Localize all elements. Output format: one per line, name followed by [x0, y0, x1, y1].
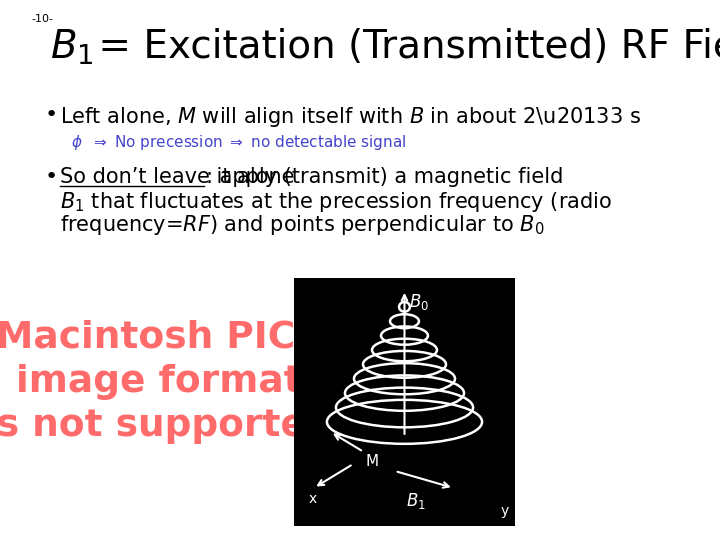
Text: y: y	[501, 504, 509, 518]
Text: $\mathit{B}_{1}$ that fluctuates at the precession frequency (radio: $\mathit{B}_{1}$ that fluctuates at the …	[60, 190, 612, 214]
Text: is not supported: is not supported	[0, 408, 333, 444]
Text: = Excitation (Transmitted) RF Field: = Excitation (Transmitted) RF Field	[86, 28, 720, 66]
Text: Macintosh PICT: Macintosh PICT	[0, 320, 321, 356]
Text: M: M	[365, 454, 378, 469]
Text: image format: image format	[16, 364, 302, 400]
Text: Left alone, $\mathit{M}$ will align itself with $\mathit{B}$ in about 2\u20133 s: Left alone, $\mathit{M}$ will align itse…	[60, 105, 642, 129]
Text: x: x	[308, 492, 317, 506]
Text: •: •	[45, 105, 58, 125]
Text: So don’t leave it alone: So don’t leave it alone	[60, 167, 294, 187]
Text: : apply (transmit) a magnetic field: : apply (transmit) a magnetic field	[206, 167, 563, 187]
Text: $B_1$: $B_1$	[405, 491, 426, 511]
Text: frequency=$\mathit{RF}$) and points perpendicular to $\mathit{B}_{0}$: frequency=$\mathit{RF}$) and points perp…	[60, 213, 544, 237]
Text: $\phi$  $\Rightarrow$ No precession $\Rightarrow$ no detectable signal: $\phi$ $\Rightarrow$ No precession $\Rig…	[71, 133, 407, 152]
Text: $B_0$: $B_0$	[409, 292, 428, 312]
Text: -10-: -10-	[31, 14, 53, 24]
Text: •: •	[45, 167, 58, 187]
Text: $\mathit{B}_{1}$: $\mathit{B}_{1}$	[50, 28, 94, 68]
Bar	[294, 278, 515, 526]
